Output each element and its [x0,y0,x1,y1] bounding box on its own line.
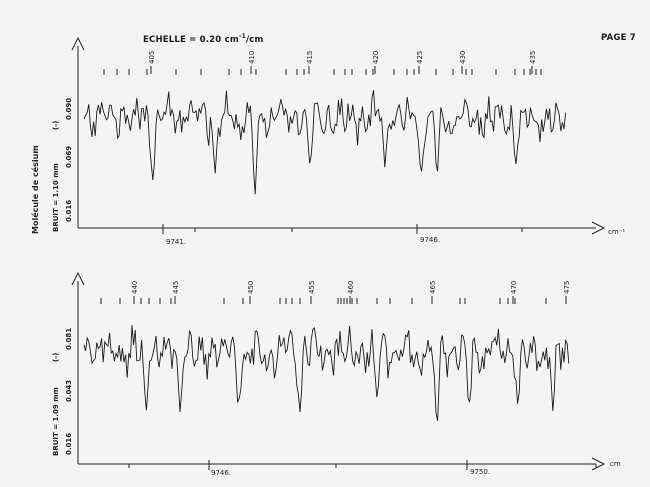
y-tick-label: 0.016 [65,433,73,455]
line-number-label: 460 [347,281,355,294]
spectrum-panel-1: 9741. 9746. cm⁻¹ (-) 0.090 0.069 0.016 B… [52,36,625,246]
line-number-label: 430 [459,51,467,64]
scale-label: ECHELLE = 0.20 cm-1/cm [143,33,264,45]
x-ticks-2 [128,460,597,470]
y-tick-label: 0.016 [65,200,73,222]
line-markers-1 [103,69,542,75]
line-number-label: 450 [247,281,255,294]
unit-label-1: (-) [52,121,60,130]
molecule-label: Molécule de césium [30,145,40,234]
noise-label-1: BRUIT = 1.10 mm [52,163,60,232]
line-number-label: 440 [131,281,139,294]
line-number-label: 410 [248,51,256,64]
noise-label-2: BRUIT = 1.09 mm [52,387,60,456]
line-numbers-2: 440 445 450 455 460 465 470 475 [131,281,571,304]
spectrum-trace-2 [83,325,570,421]
line-number-label: 465 [429,281,437,294]
line-number-label: 455 [308,281,316,294]
x-tick-label: 9746. [211,469,231,477]
line-number-label: 415 [306,51,314,64]
x-tick-label: 9750. [470,468,490,476]
page-number: PAGE 7 [601,33,636,43]
scale-text: ECHELLE = 0.20 cm [143,34,239,45]
spectrum-panel-2: 9746. 9750. cm (-) 0.081 0.043 0.016 BRU… [52,271,621,477]
x-axis-label-2: cm [610,460,621,468]
y-axis-arrow-2 [71,271,85,286]
x-ticks-1 [162,224,523,234]
unit-label-2: (-) [52,353,60,362]
line-numbers-1: 405 410 415 420 425 430 435 [148,51,537,74]
spectrum-trace-1 [83,90,567,195]
line-number-label: 445 [172,281,180,294]
line-number-label: 420 [372,51,380,64]
scale-exponent: -1 [238,33,246,40]
y-labels-1: (-) 0.090 0.069 0.016 BRUIT = 1.10 mm [52,98,73,232]
scale-unit: /cm [245,34,264,45]
x-axis-label-1: cm⁻¹ [608,228,625,236]
y-axis-arrow-1 [71,36,85,51]
line-number-label: 425 [416,51,424,64]
line-number-label: 435 [529,51,537,64]
line-number-label: 475 [563,281,571,294]
line-number-label: 470 [510,281,518,294]
y-tick-label: 0.043 [65,380,73,402]
line-markers-2 [100,298,547,304]
y-tick-label: 0.090 [65,98,73,120]
x-axis-arrow-1 [591,221,606,235]
y-tick-label: 0.081 [65,328,73,350]
line-number-label: 405 [148,51,156,64]
y-tick-label: 0.069 [65,146,73,168]
y-labels-2: (-) 0.081 0.043 0.016 BRUIT = 1.09 mm [52,328,73,456]
x-tick-label: 9746. [420,236,440,244]
x-tick-label: 9741. [166,238,186,246]
